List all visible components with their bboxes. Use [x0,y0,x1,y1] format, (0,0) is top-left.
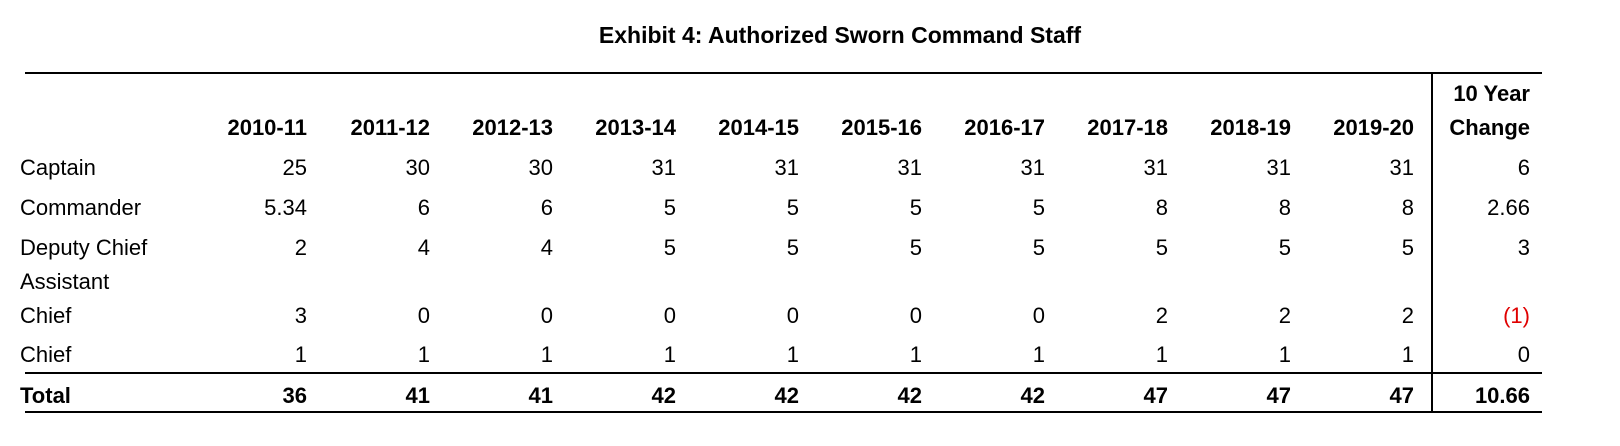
data-cell: 1 [786,342,799,367]
data-cell: 31 [1389,155,1414,180]
data-cell: 5 [786,195,799,220]
total-cell: 42 [774,383,799,408]
row-label: Chief [20,342,72,367]
column-header: 10 Year Change [1449,81,1530,140]
data-cell: 1 [417,342,430,367]
data-cell: 31 [774,155,799,180]
column-header: 2015-16 [841,115,922,140]
data-cell: 3 [1517,235,1530,260]
row-label: Deputy Chief [20,235,148,260]
data-cell: 2 [1155,303,1168,328]
data-cell: 1 [294,342,307,367]
data-cell: 4 [417,235,430,260]
column-header: 2012-13 [472,115,553,140]
total-cell: 42 [897,383,922,408]
data-cell: 1 [540,342,553,367]
divider [1431,72,1433,413]
column-header: 2013-14 [595,115,676,140]
total-cell: 42 [1020,383,1045,408]
data-cell: 31 [1266,155,1291,180]
total-rule [25,372,1542,374]
column-header: 2016-17 [964,115,1045,140]
data-cell: 1 [663,342,676,367]
column-header: 2019-20 [1333,115,1414,140]
top-rule [25,72,1542,74]
data-cell: 8 [1401,195,1414,220]
data-cell: 0 [1517,342,1530,367]
data-cell: 2 [1278,303,1291,328]
data-cell: 0 [417,303,430,328]
data-cell: 3 [294,303,307,328]
data-cell: 0 [786,303,799,328]
data-cell: 1 [1278,342,1291,367]
data-cell: 1 [1032,342,1045,367]
row-label: Commander [20,195,142,220]
data-cell: 5.34 [264,195,307,220]
data-cell: 5 [1032,235,1045,260]
row-label: Assistant Chief [20,269,110,328]
data-cell: 2 [1401,303,1414,328]
title: Exhibit 4: Authorized Sworn Command Staf… [598,22,1082,48]
column-header: 2018-19 [1210,115,1291,140]
column-header: 2011-12 [350,115,430,140]
data-cell: 5 [1278,235,1291,260]
data-cell: 5 [1155,235,1168,260]
data-cell: 2 [294,235,307,260]
total-cell: 10.66 [1474,383,1530,408]
data-cell: 31 [1143,155,1168,180]
data-cell: 31 [651,155,676,180]
data-cell: 8 [1155,195,1168,220]
total-cell: 41 [405,383,430,408]
column-header: 2017-18 [1087,115,1168,140]
data-cell: 5 [663,195,676,220]
bottom-rule [25,411,1542,413]
data-cell: 0 [1032,303,1045,328]
total-cell: 47 [1389,383,1414,408]
data-cell: 6 [540,195,553,220]
data-cell: 5 [786,235,799,260]
data-cell: 0 [540,303,553,328]
data-cell: 5 [1032,195,1045,220]
total-cell: 36 [282,383,307,408]
column-header: 2014-15 [718,115,799,140]
total-cell: 41 [528,383,553,408]
data-cell: 5 [663,235,676,260]
total-cell: 47 [1266,383,1291,408]
data-cell: 30 [405,155,430,180]
total-cell: 47 [1143,383,1168,408]
total-cell: 42 [651,383,676,408]
data-cell: 1 [1155,342,1168,367]
data-cell: 5 [909,195,922,220]
data-cell: 25 [282,155,307,180]
row-label: Total [20,383,71,408]
data-cell: 6 [1517,155,1530,180]
data-cell: (1) [1503,303,1530,328]
data-cell: 1 [909,342,922,367]
data-cell: 1 [1401,342,1414,367]
data-cell: 30 [528,155,553,180]
data-cell: 8 [1278,195,1291,220]
data-cell: 31 [897,155,922,180]
row-label: Captain [20,155,96,180]
data-cell: 5 [909,235,922,260]
data-cell: 2.66 [1487,195,1530,220]
data-cell: 0 [909,303,922,328]
data-cell: 31 [1020,155,1045,180]
data-cell: 6 [417,195,430,220]
data-cell: 4 [540,235,553,260]
column-header: 2010-11 [227,115,307,140]
data-cell: 5 [1401,235,1414,260]
data-cell: 0 [663,303,676,328]
